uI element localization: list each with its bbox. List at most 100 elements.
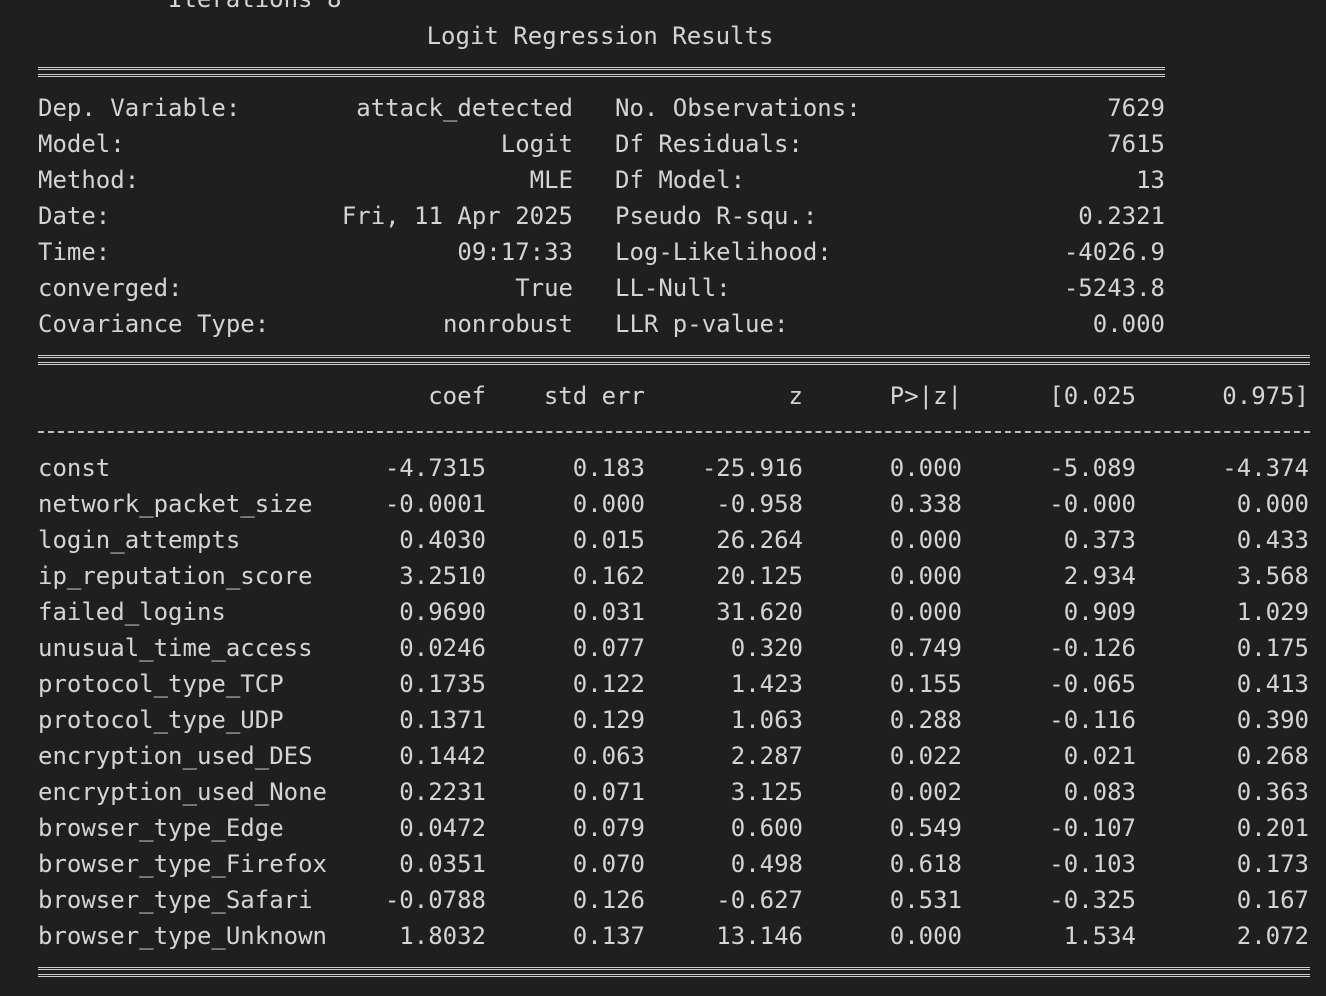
cell-z: 13.146 bbox=[716, 922, 803, 950]
info-right-value: 0.000 bbox=[1092, 310, 1165, 338]
variable-name: const bbox=[38, 454, 111, 482]
cell-std-err: 0.000 bbox=[572, 490, 645, 518]
info-left-label: Dep. Variable: bbox=[38, 94, 241, 122]
info-right-label: Log-Likelihood: bbox=[615, 238, 832, 266]
cell-hi: 0.000 bbox=[1236, 490, 1309, 518]
variable-name: encryption_used_None bbox=[38, 778, 327, 806]
info-right-value: 0.2321 bbox=[1078, 202, 1165, 230]
cell-hi: 0.175 bbox=[1236, 634, 1309, 662]
cell-hi: 0.167 bbox=[1236, 886, 1309, 914]
cell-coef: 0.1735 bbox=[399, 670, 486, 698]
cell-lo: -0.107 bbox=[1049, 814, 1136, 842]
variable-name: browser_type_Safari bbox=[38, 886, 313, 914]
cell-std-err: 0.122 bbox=[572, 670, 645, 698]
cell-std-err: 0.162 bbox=[572, 562, 645, 590]
variable-name: protocol_type_UDP bbox=[38, 706, 284, 734]
cell-std-err: 0.079 bbox=[572, 814, 645, 842]
cell-hi: 0.390 bbox=[1236, 706, 1309, 734]
variable-name: network_packet_size bbox=[38, 490, 313, 518]
cell-z: 2.287 bbox=[730, 742, 803, 770]
cell-z: -0.958 bbox=[716, 490, 803, 518]
cell-lo: -0.325 bbox=[1049, 886, 1136, 914]
cell-coef: -4.7315 bbox=[384, 454, 486, 482]
info-left-value: Logit bbox=[500, 130, 573, 158]
info-left-label: Date: bbox=[38, 202, 111, 230]
cell-lo: -0.103 bbox=[1049, 850, 1136, 878]
cell-std-err: 0.015 bbox=[572, 526, 645, 554]
cell-std-err: 0.031 bbox=[572, 598, 645, 626]
info-left-label: Time: bbox=[38, 238, 111, 266]
cell-lo: -0.065 bbox=[1049, 670, 1136, 698]
cell-hi: 0.201 bbox=[1236, 814, 1309, 842]
column-header: z bbox=[788, 382, 803, 410]
cell-z: -25.916 bbox=[701, 454, 803, 482]
clipped-header-line: Iterations 8 bbox=[168, 0, 341, 17]
info-right-label: Pseudo R-squ.: bbox=[615, 202, 818, 230]
cell-hi: 0.433 bbox=[1236, 526, 1309, 554]
cell-lo: -0.000 bbox=[1049, 490, 1136, 518]
cell-std-err: 0.183 bbox=[572, 454, 645, 482]
column-header: 0.975] bbox=[1222, 382, 1309, 410]
cell-coef: 0.1442 bbox=[399, 742, 486, 770]
cell-z: 1.063 bbox=[730, 706, 803, 734]
info-right-label: Df Model: bbox=[615, 166, 746, 194]
cell-coef: 3.2510 bbox=[399, 562, 486, 590]
cell-p: 0.531 bbox=[889, 886, 962, 914]
variable-name: login_attempts bbox=[38, 526, 241, 554]
cell-coef: -0.0788 bbox=[384, 886, 486, 914]
cell-coef: 0.0351 bbox=[399, 850, 486, 878]
variable-name: protocol_type_TCP bbox=[38, 670, 284, 698]
cell-z: 1.423 bbox=[730, 670, 803, 698]
column-header: P>|z| bbox=[889, 382, 962, 410]
cell-p: 0.022 bbox=[889, 742, 962, 770]
cell-hi: 0.363 bbox=[1236, 778, 1309, 806]
variable-name: browser_type_Firefox bbox=[38, 850, 327, 878]
cell-p: 0.000 bbox=[889, 922, 962, 950]
double-rule-mid bbox=[38, 348, 1310, 372]
info-right-label: No. Observations: bbox=[615, 94, 861, 122]
info-right-value: 7629 bbox=[1107, 94, 1165, 122]
cell-std-err: 0.129 bbox=[572, 706, 645, 734]
cell-hi: 0.173 bbox=[1236, 850, 1309, 878]
info-right-label: LL-Null: bbox=[615, 274, 731, 302]
cell-z: 20.125 bbox=[716, 562, 803, 590]
cell-z: 3.125 bbox=[730, 778, 803, 806]
cell-lo: 0.083 bbox=[1063, 778, 1136, 806]
cell-hi: 0.413 bbox=[1236, 670, 1309, 698]
cell-std-err: 0.070 bbox=[572, 850, 645, 878]
cell-hi: -4.374 bbox=[1222, 454, 1309, 482]
info-left-value: nonrobust bbox=[442, 310, 573, 338]
variable-name: failed_logins bbox=[38, 598, 226, 626]
results-title: Logit Regression Results bbox=[426, 22, 774, 50]
cell-coef: 0.4030 bbox=[399, 526, 486, 554]
cell-z: 26.264 bbox=[716, 526, 803, 554]
info-left-value: attack_detected bbox=[356, 94, 573, 122]
cell-hi: 2.072 bbox=[1236, 922, 1309, 950]
cell-lo: 1.534 bbox=[1063, 922, 1136, 950]
cell-z: -0.627 bbox=[716, 886, 803, 914]
double-rule-bottom bbox=[38, 960, 1310, 984]
cell-coef: 0.1371 bbox=[399, 706, 486, 734]
info-left-label: Method: bbox=[38, 166, 140, 194]
variable-name: browser_type_Edge bbox=[38, 814, 284, 842]
column-header: [0.025 bbox=[1049, 382, 1136, 410]
cell-p: 0.155 bbox=[889, 670, 962, 698]
cell-hi: 1.029 bbox=[1236, 598, 1309, 626]
info-right-value: 7615 bbox=[1107, 130, 1165, 158]
cell-p: 0.618 bbox=[889, 850, 962, 878]
cell-hi: 3.568 bbox=[1236, 562, 1309, 590]
info-left-label: converged: bbox=[38, 274, 183, 302]
cell-z: 0.600 bbox=[730, 814, 803, 842]
cell-coef: 0.0472 bbox=[399, 814, 486, 842]
column-header: std err bbox=[543, 382, 645, 410]
variable-name: encryption_used_DES bbox=[38, 742, 313, 770]
cell-lo: -0.126 bbox=[1049, 634, 1136, 662]
double-rule-top bbox=[38, 60, 1165, 84]
info-left-value: True bbox=[515, 274, 573, 302]
info-right-value: -5243.8 bbox=[1063, 274, 1165, 302]
cell-lo: 0.909 bbox=[1063, 598, 1136, 626]
cell-p: 0.288 bbox=[889, 706, 962, 734]
variable-name: ip_reputation_score bbox=[38, 562, 313, 590]
cell-p: 0.000 bbox=[889, 526, 962, 554]
cell-std-err: 0.071 bbox=[572, 778, 645, 806]
